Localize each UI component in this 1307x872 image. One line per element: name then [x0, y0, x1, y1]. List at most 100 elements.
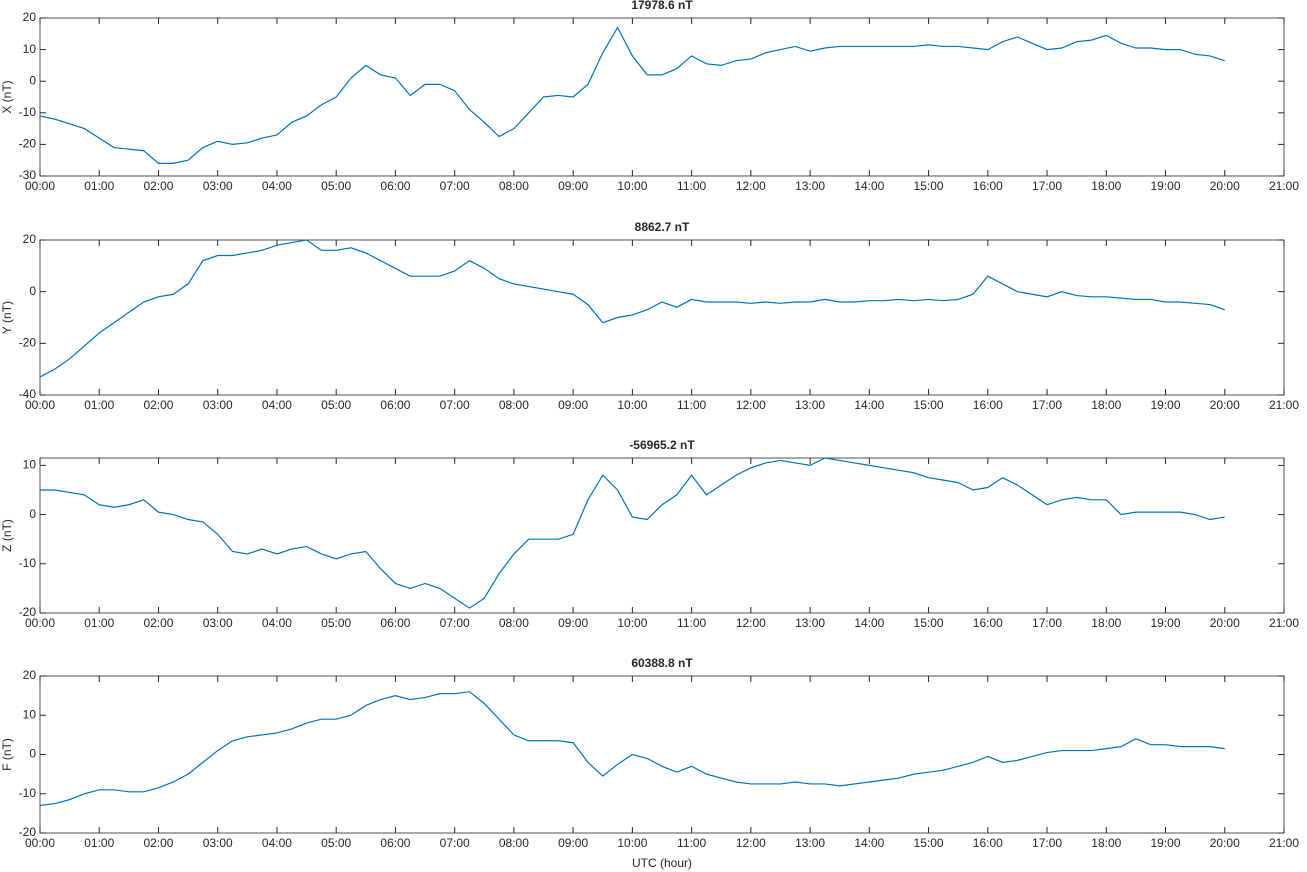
x-tick-label: 06:00 [380, 616, 410, 630]
x-tick-label: 16:00 [973, 836, 1003, 850]
axes-box [39, 17, 1285, 177]
x-tick-label: 05:00 [321, 836, 351, 850]
x-tick-label: 06:00 [380, 836, 410, 850]
x-tick-label: 12:00 [736, 616, 766, 630]
axes-box [39, 457, 1285, 614]
x-tick-label: 08:00 [499, 398, 529, 412]
y-tick-label: 0 [29, 747, 36, 761]
x-tick-label: 02:00 [143, 836, 173, 850]
x-tick-label: 17:00 [1032, 179, 1062, 193]
chart-title: 60388.8 nT [631, 656, 693, 670]
y-axis-label: F (nT) [0, 738, 14, 771]
x-tick-label: 10:00 [617, 179, 647, 193]
y-tick-label: -20 [19, 336, 37, 350]
x-tick-label: 12:00 [736, 398, 766, 412]
x-tick-label: 14:00 [854, 616, 884, 630]
x-tick-label: 19:00 [1151, 836, 1181, 850]
y-tick-label: -10 [19, 786, 37, 800]
x-tick-label: 13:00 [795, 616, 825, 630]
x-tick-label: 17:00 [1032, 398, 1062, 412]
chart-title: 17978.6 nT [631, 0, 693, 12]
x-tick-label: 05:00 [321, 179, 351, 193]
x-tick-label: 20:00 [1210, 616, 1240, 630]
x-tick-label: 01:00 [84, 836, 114, 850]
chart-title: 8862.7 nT [635, 220, 690, 234]
axes-box [39, 239, 1285, 396]
x-tick-label: 07:00 [440, 179, 470, 193]
y-tick-label: -20 [19, 825, 37, 839]
y-tick-label: -40 [19, 387, 37, 401]
x-tick-label: 01:00 [84, 398, 114, 412]
x-tick-label: 11:00 [677, 616, 706, 630]
x-tick-label: 09:00 [558, 616, 588, 630]
x-tick-label: 09:00 [558, 179, 588, 193]
x-tick-label: 06:00 [380, 179, 410, 193]
x-tick-label: 19:00 [1151, 179, 1181, 193]
x-tick-label: 04:00 [262, 836, 292, 850]
x-tick-label: 10:00 [617, 616, 647, 630]
x-tick-label: 14:00 [854, 398, 884, 412]
x-tick-label: 19:00 [1151, 616, 1181, 630]
y-tick-label: 10 [23, 42, 37, 56]
x-tick-label: 00:00 [25, 179, 55, 193]
x-tick-label: 12:00 [736, 836, 766, 850]
x-tick-label: 02:00 [143, 179, 173, 193]
x-tick-label: 21:00 [1269, 616, 1299, 630]
x-tick-label: 04:00 [262, 179, 292, 193]
data-line [39, 691, 1225, 807]
x-tick-label: 02:00 [143, 616, 173, 630]
x-tick-label: 11:00 [677, 179, 706, 193]
x-tick-label: 06:00 [380, 398, 410, 412]
y-axis-label: X (nT) [0, 80, 14, 113]
y-tick-label: -10 [19, 556, 37, 570]
x-tick-label: 10:00 [617, 836, 647, 850]
y-axis-label: Z (nT) [0, 519, 14, 552]
x-tick-label: 08:00 [499, 836, 529, 850]
y-tick-label: -20 [19, 137, 37, 151]
y-tick-label: 0 [29, 507, 36, 521]
x-tick-label: 17:00 [1032, 616, 1062, 630]
x-tick-label: 15:00 [914, 616, 944, 630]
x-tick-label: 08:00 [499, 616, 529, 630]
x-tick-label: 16:00 [973, 398, 1003, 412]
y-tick-label: 0 [29, 284, 36, 298]
x-tick-label: 11:00 [677, 836, 706, 850]
x-tick-label: 19:00 [1151, 398, 1181, 412]
x-tick-label: 15:00 [914, 179, 944, 193]
x-tick-label: 08:00 [499, 179, 529, 193]
x-tick-label: 21:00 [1269, 179, 1299, 193]
x-tick-label: 05:00 [321, 398, 351, 412]
y-tick-label: -10 [19, 105, 37, 119]
x-tick-label: 00:00 [25, 836, 55, 850]
axes-box [39, 675, 1285, 834]
data-line [39, 239, 1225, 378]
x-tick-label: 18:00 [1091, 616, 1121, 630]
x-tick-label: 00:00 [25, 398, 55, 412]
x-tick-label: 07:00 [440, 836, 470, 850]
x-tick-label: 15:00 [914, 836, 944, 850]
y-tick-label: 10 [23, 458, 37, 472]
x-tick-label: 01:00 [84, 179, 114, 193]
x-tick-label: 20:00 [1210, 836, 1240, 850]
x-tick-label: 09:00 [558, 836, 588, 850]
x-tick-label: 11:00 [677, 398, 706, 412]
data-line [40, 457, 1225, 609]
x-tick-label: 18:00 [1091, 398, 1121, 412]
y-tick-label: 10 [23, 707, 37, 721]
x-tick-label: 20:00 [1210, 398, 1240, 412]
y-tick-label: 20 [23, 668, 37, 682]
x-tick-label: 04:00 [262, 616, 292, 630]
x-tick-label: 20:00 [1210, 179, 1240, 193]
x-tick-label: 14:00 [854, 836, 884, 850]
x-tick-label: 05:00 [321, 616, 351, 630]
x-tick-label: 09:00 [558, 398, 588, 412]
x-tick-label: 03:00 [203, 836, 233, 850]
x-tick-label: 03:00 [203, 616, 233, 630]
x-tick-label: 07:00 [440, 398, 470, 412]
chart-title: -56965.2 nT [629, 438, 695, 452]
x-tick-label: 14:00 [854, 179, 884, 193]
y-tick-label: -30 [19, 168, 37, 182]
y-tick-label: 20 [23, 232, 37, 246]
x-tick-label: 21:00 [1269, 398, 1299, 412]
